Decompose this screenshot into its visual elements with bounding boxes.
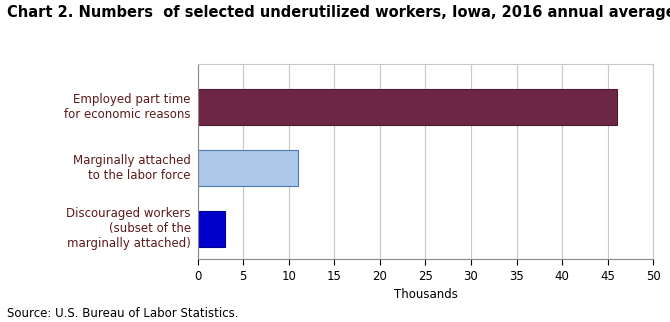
Bar (198, 89, 617, 125)
Bar (198, 211, 225, 247)
X-axis label: Thousands: Thousands (393, 288, 458, 301)
Text: Chart 2. Numbers  of selected underutilized workers, Iowa, 2016 annual averages: Chart 2. Numbers of selected underutiliz… (7, 5, 670, 20)
Text: Source: U.S. Bureau of Labor Statistics.: Source: U.S. Bureau of Labor Statistics. (7, 308, 239, 320)
Bar (198, 150, 298, 186)
